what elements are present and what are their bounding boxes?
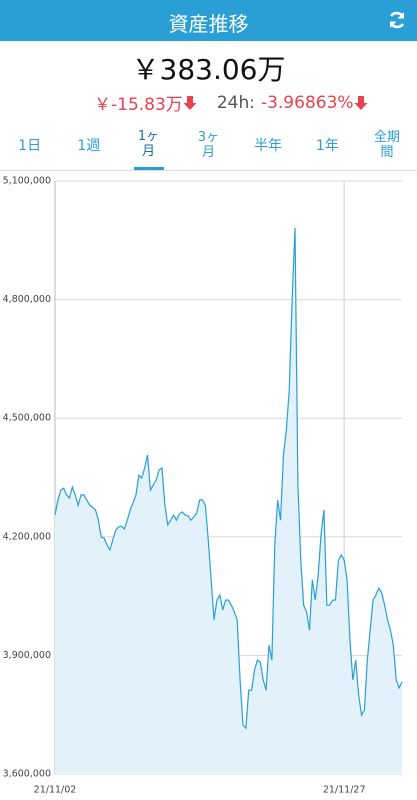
down-arrow [183,95,197,110]
y-tick-label: 4,800,000 [3,294,51,305]
y-tick-label: 4,200,000 [3,531,51,542]
y-tick-label: 3,600,000 [3,769,51,780]
header-title: 資産推移 [168,12,249,36]
period-tab[interactable]: 1週 [77,138,101,154]
y-tick-label: 5,100,000 [3,176,51,187]
period-tabs: 1日 1週 1ヶ月 3ヶ月 半年 1年 全期間 [0,120,417,171]
period-tab[interactable]: 1ヶ月 [133,120,164,170]
period-tab[interactable]: 半年 [254,138,283,154]
period-tab[interactable]: 1日 [18,138,42,154]
period-tab[interactable]: 3ヶ月 [197,130,220,160]
change-amount: ￥-15.83万 [94,95,183,115]
change-24h-percent: -3.96863% [260,92,354,113]
change-row: ￥-15.83万 24h: -3.96863% [94,90,368,115]
period-tab[interactable]: 全期間 [373,130,400,160]
x-tick-label: 21/11/02 [34,785,77,796]
refresh-button[interactable] [387,10,407,30]
down-arrow [354,95,368,110]
total-amount: ￥383.06万 [131,53,286,86]
line [54,228,403,730]
y-tick-label: 4,500,000 [3,413,51,424]
header-bar: 資産推移 [0,0,417,41]
period-tab[interactable]: 1年 [315,138,339,154]
y-tick-label: 3,900,000 [3,650,51,661]
x-tick-label: 21/11/27 [323,785,366,796]
area-fill [55,228,402,775]
change-24h-label: 24h: [216,92,255,113]
